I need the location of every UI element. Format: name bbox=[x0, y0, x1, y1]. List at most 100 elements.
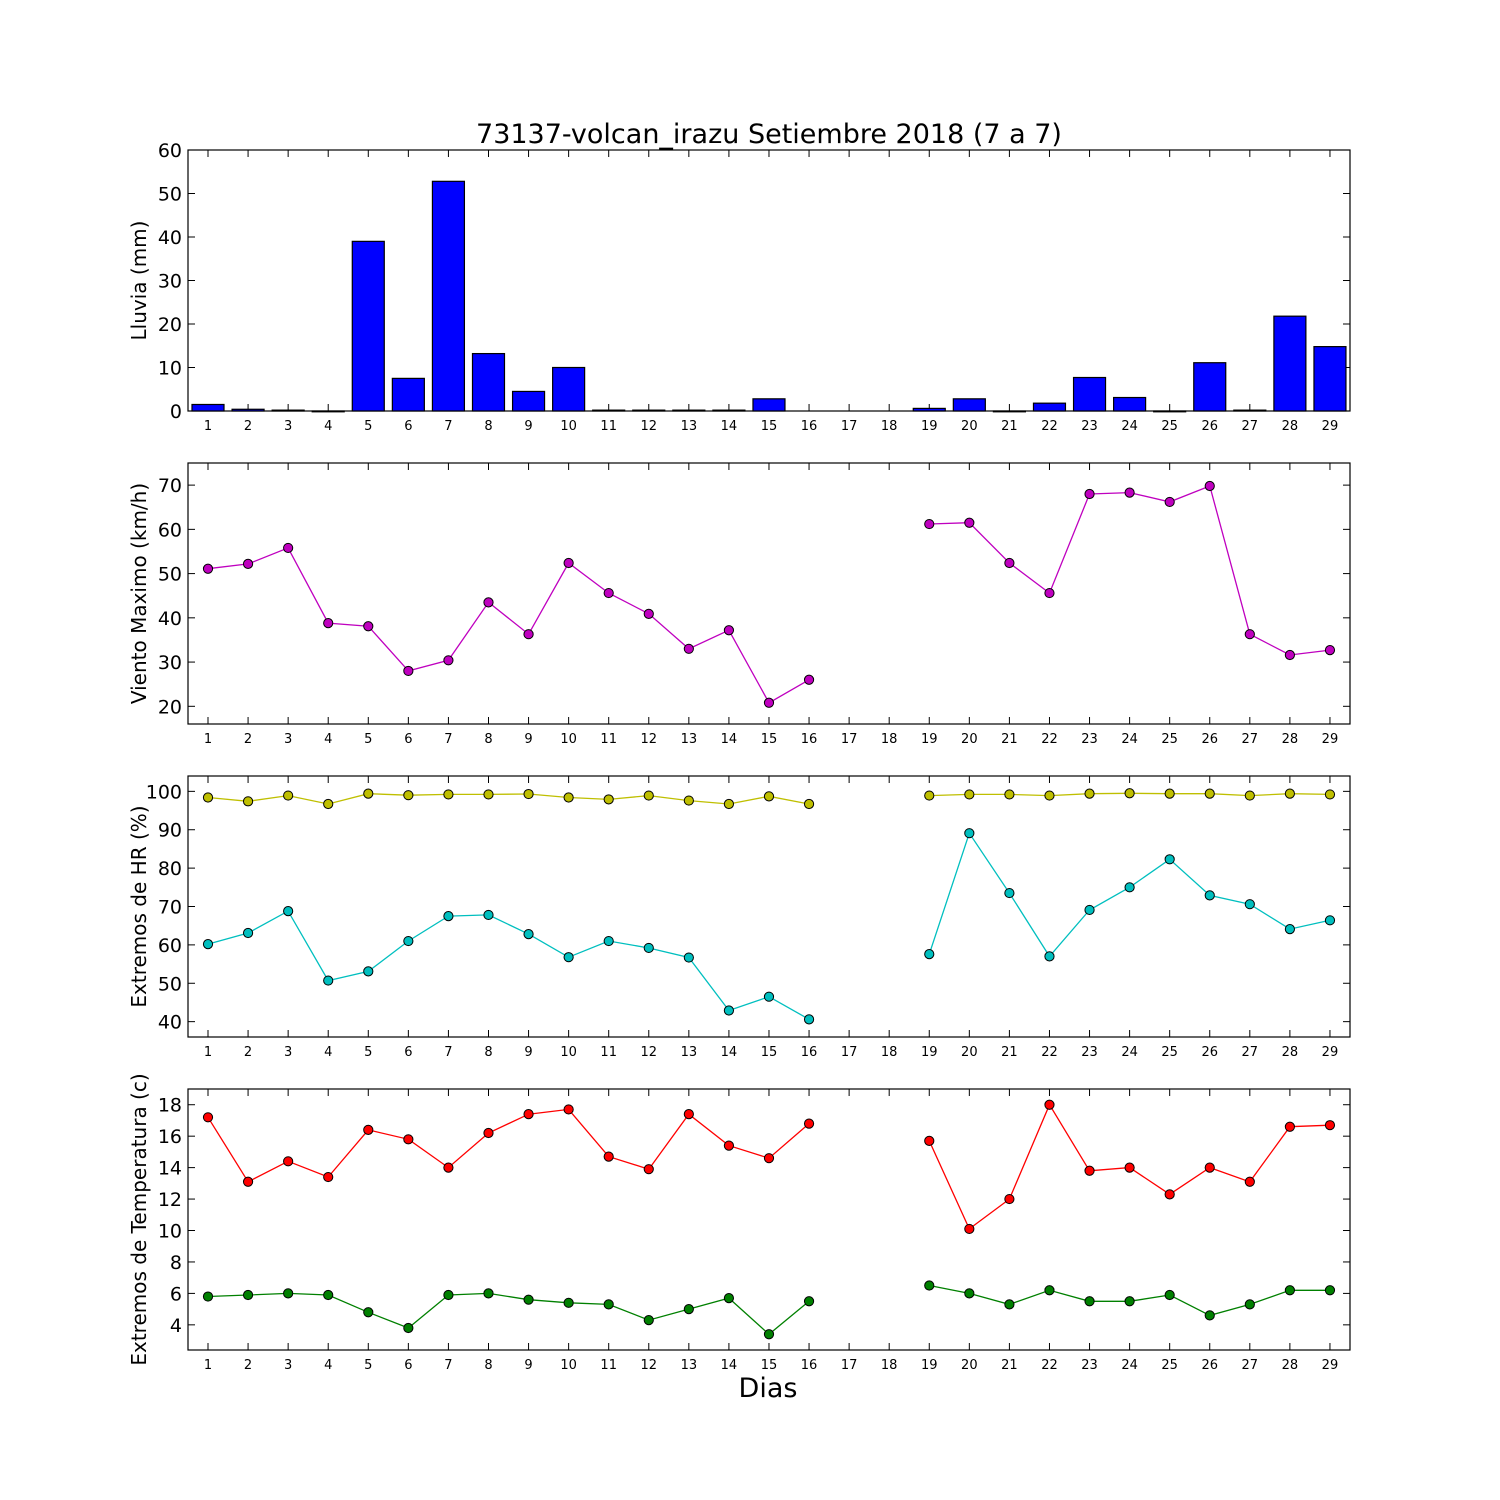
x-tick-label: 26 bbox=[1201, 732, 1218, 747]
x-tick-label: 13 bbox=[681, 1045, 698, 1060]
x-tick-label: 11 bbox=[600, 1358, 617, 1373]
data-point bbox=[643, 942, 654, 954]
data-point bbox=[242, 558, 254, 569]
data-point bbox=[1164, 496, 1175, 508]
x-tick-label: 20 bbox=[961, 419, 978, 434]
x-tick-label: 8 bbox=[484, 1045, 492, 1060]
bar bbox=[712, 409, 746, 412]
x-tick-label: 24 bbox=[1121, 1045, 1138, 1060]
x-tick-label: 14 bbox=[721, 732, 738, 747]
data-point bbox=[1124, 1296, 1135, 1307]
x-tick-label: 25 bbox=[1161, 1358, 1178, 1373]
data-point bbox=[1164, 854, 1175, 865]
data-point bbox=[643, 608, 654, 619]
data-point bbox=[1084, 1296, 1095, 1307]
x-tick-label: 11 bbox=[600, 419, 617, 434]
data-point bbox=[603, 587, 614, 599]
x-tick-label: 2 bbox=[244, 419, 252, 434]
data-point bbox=[523, 929, 534, 940]
x-tick-label: 19 bbox=[921, 419, 938, 434]
x-tick-label: 1 bbox=[204, 1045, 212, 1060]
y-axis-label: Viento Maximo (km/h) bbox=[127, 483, 151, 704]
y-tick-label: 50 bbox=[158, 184, 182, 206]
data-point bbox=[1124, 788, 1135, 799]
bar bbox=[391, 377, 425, 412]
bar bbox=[952, 398, 986, 412]
data-point bbox=[1324, 1120, 1336, 1131]
x-tick-label: 14 bbox=[721, 1358, 738, 1373]
x-tick-label: 22 bbox=[1041, 732, 1058, 747]
y-tick-label: 18 bbox=[158, 1095, 182, 1117]
x-tick-label: 18 bbox=[881, 1358, 898, 1373]
data-point bbox=[643, 790, 654, 801]
x-tick-label: 8 bbox=[484, 419, 492, 434]
bar bbox=[672, 409, 706, 412]
x-tick-label: 23 bbox=[1081, 1358, 1098, 1373]
data-point bbox=[1244, 899, 1255, 910]
data-point bbox=[1204, 1310, 1215, 1321]
data-point bbox=[603, 1299, 614, 1310]
x-tick-label: 7 bbox=[444, 1358, 452, 1373]
x-tick-label: 12 bbox=[640, 1045, 657, 1060]
x-tick-label: 10 bbox=[560, 1045, 577, 1060]
x-tick-label: 9 bbox=[524, 1045, 532, 1060]
data-point bbox=[924, 948, 935, 960]
x-tick-label: 22 bbox=[1041, 419, 1058, 434]
x-tick-label: 28 bbox=[1282, 1045, 1299, 1060]
y-tick-label: 90 bbox=[158, 820, 182, 842]
x-tick-label: 19 bbox=[921, 1045, 938, 1060]
data-point bbox=[1004, 1193, 1015, 1205]
data-point bbox=[924, 1135, 935, 1146]
y-tick-label: 10 bbox=[158, 358, 182, 380]
data-point bbox=[1124, 1162, 1135, 1173]
data-point bbox=[964, 517, 975, 528]
data-point bbox=[202, 563, 214, 574]
data-point bbox=[563, 1297, 574, 1308]
x-tick-label: 17 bbox=[841, 1358, 858, 1373]
chart-title: 73137-volcan_irazu Setiembre 2018 (7 a 7… bbox=[476, 119, 1062, 150]
series-line bbox=[207, 485, 1331, 704]
data-point bbox=[1204, 1162, 1215, 1173]
x-tick-label: 9 bbox=[524, 419, 532, 434]
data-point bbox=[242, 1176, 254, 1187]
y-axis-label: Extremos de HR (%) bbox=[127, 805, 151, 1007]
x-tick-label: 7 bbox=[444, 419, 452, 434]
bar bbox=[1233, 409, 1267, 412]
data-point bbox=[683, 1304, 694, 1315]
data-point bbox=[1004, 887, 1015, 899]
data-point bbox=[443, 1289, 454, 1301]
bar bbox=[752, 398, 786, 412]
x-tick-label: 13 bbox=[681, 732, 698, 747]
plot-frame bbox=[187, 1088, 1351, 1351]
data-point bbox=[403, 1134, 414, 1145]
data-point bbox=[363, 621, 374, 632]
data-point bbox=[523, 629, 534, 640]
y-tick-label: 50 bbox=[158, 973, 182, 995]
data-point bbox=[1004, 789, 1015, 800]
data-point bbox=[803, 674, 815, 685]
data-point bbox=[563, 792, 574, 803]
x-tick-label: 6 bbox=[404, 419, 412, 434]
data-point bbox=[1284, 1121, 1295, 1132]
data-point bbox=[363, 1124, 374, 1135]
x-tick-label: 25 bbox=[1161, 1045, 1178, 1060]
data-point bbox=[723, 1293, 735, 1304]
x-tick-label: 12 bbox=[640, 419, 657, 434]
x-tick-label: 20 bbox=[961, 1045, 978, 1060]
x-tick-label: 3 bbox=[284, 732, 292, 747]
data-point bbox=[1004, 1299, 1015, 1310]
bar bbox=[431, 180, 466, 412]
data-point bbox=[683, 795, 694, 806]
x-tick-label: 15 bbox=[761, 1358, 778, 1373]
bar bbox=[1313, 346, 1347, 412]
x-tick-label: 29 bbox=[1322, 419, 1339, 434]
x-tick-label: 9 bbox=[524, 732, 532, 747]
bar bbox=[191, 403, 225, 412]
data-point bbox=[643, 1164, 654, 1175]
data-point bbox=[403, 790, 414, 801]
data-point bbox=[483, 1127, 494, 1139]
data-point bbox=[323, 618, 334, 629]
